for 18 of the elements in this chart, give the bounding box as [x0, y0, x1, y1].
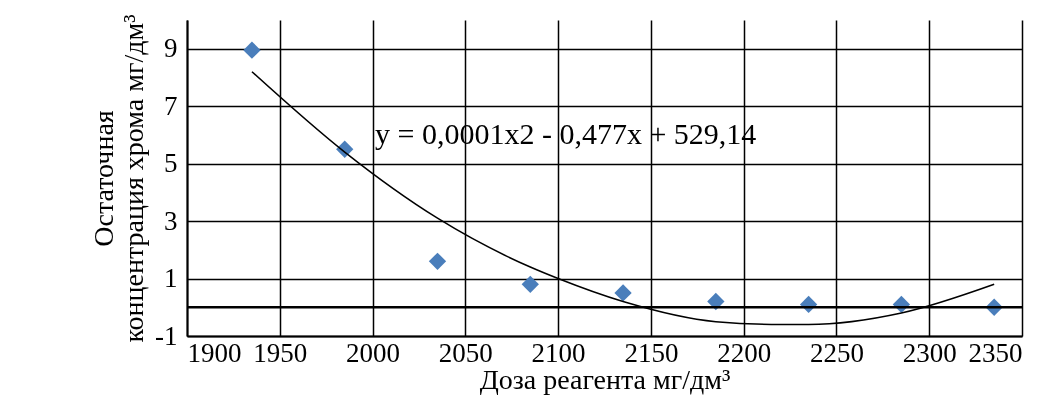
y-tick-label: -1	[155, 320, 178, 351]
point	[428, 252, 447, 270]
point	[243, 41, 261, 59]
x-tick-label: 1900	[187, 337, 242, 368]
y-tick-label: 9	[164, 33, 178, 64]
y-tick-label: 1	[164, 263, 178, 294]
x-tick-label: 1950	[253, 337, 308, 368]
x-tick-label: 2250	[809, 337, 864, 368]
y-tick-label: 7	[164, 90, 178, 121]
y-axis-title: Остаточная концентрация хрома мг/дм³	[88, 14, 150, 343]
point	[521, 275, 539, 293]
point	[614, 284, 632, 302]
x-tick-label: 2000	[346, 337, 401, 368]
x-tick-label: 2350	[968, 337, 1023, 368]
y-tick-label: 3	[164, 205, 178, 236]
x-tick-label: 2300	[902, 337, 957, 368]
point	[707, 292, 725, 311]
y-tick-label: 5	[164, 148, 178, 179]
